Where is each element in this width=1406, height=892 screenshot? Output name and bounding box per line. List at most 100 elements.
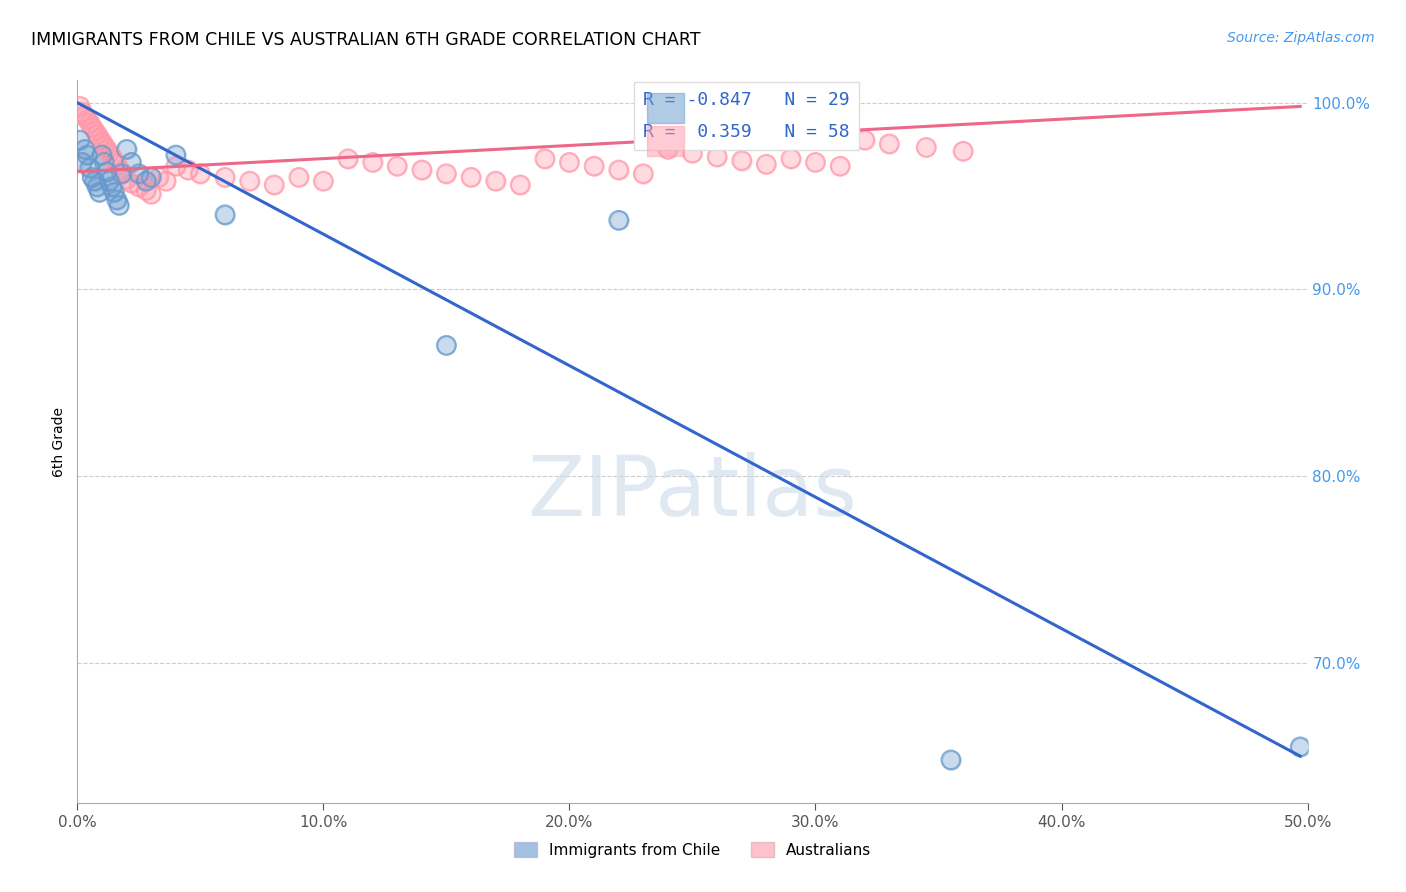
Point: [101, 179, 124, 194]
Point: [83, 174, 105, 188]
Point: [755, 157, 778, 171]
Point: [89, 131, 111, 145]
Point: [337, 152, 360, 166]
Point: [361, 155, 384, 169]
Point: [155, 174, 177, 188]
Point: [239, 174, 262, 188]
Point: [165, 148, 187, 162]
Point: [682, 146, 704, 161]
Point: [633, 167, 655, 181]
Point: [780, 152, 803, 166]
Point: [436, 338, 458, 352]
Point: [83, 174, 105, 188]
Point: [86, 179, 108, 194]
Point: [103, 186, 125, 200]
Point: [70, 155, 93, 169]
Point: [1289, 739, 1312, 754]
Point: [155, 174, 177, 188]
Point: [98, 146, 121, 161]
Point: [607, 213, 630, 227]
Point: [263, 178, 285, 192]
Point: [105, 193, 128, 207]
Point: [79, 161, 101, 175]
Point: [101, 179, 124, 194]
Point: [93, 155, 115, 169]
Text: IMMIGRANTS FROM CHILE VS AUSTRALIAN 6TH GRADE CORRELATION CHART: IMMIGRANTS FROM CHILE VS AUSTRALIAN 6TH …: [31, 31, 700, 49]
Point: [103, 153, 125, 168]
Point: [915, 140, 938, 154]
Y-axis label: 6th Grade: 6th Grade: [52, 407, 66, 476]
Point: [534, 152, 557, 166]
Point: [879, 136, 901, 151]
Point: [485, 174, 508, 188]
Point: [165, 148, 187, 162]
Point: [312, 174, 335, 188]
Point: [121, 176, 143, 190]
Point: [1289, 739, 1312, 754]
Point: [90, 135, 114, 149]
Point: [607, 213, 630, 227]
Point: [83, 124, 105, 138]
Point: [141, 187, 163, 202]
Point: [93, 138, 115, 153]
Text: Source: ZipAtlas.com: Source: ZipAtlas.com: [1227, 31, 1375, 45]
Point: [89, 186, 111, 200]
Point: [70, 155, 93, 169]
Point: [804, 126, 827, 140]
Point: [111, 165, 132, 179]
Point: [96, 165, 118, 179]
Point: [93, 138, 115, 153]
Point: [121, 155, 143, 169]
Point: [73, 142, 96, 156]
Point: [558, 155, 581, 169]
Point: [76, 148, 98, 162]
Point: [76, 112, 98, 127]
Point: [105, 193, 128, 207]
Point: [128, 179, 150, 194]
Point: [436, 167, 458, 181]
Point: [90, 148, 114, 162]
Point: [633, 167, 655, 181]
Point: [804, 126, 827, 140]
FancyBboxPatch shape: [647, 93, 683, 123]
Point: [86, 179, 108, 194]
Point: [436, 338, 458, 352]
Point: [830, 159, 852, 173]
Point: [79, 116, 101, 130]
Text: ZIPatlas: ZIPatlas: [527, 451, 858, 533]
Point: [73, 142, 96, 156]
FancyBboxPatch shape: [647, 126, 683, 156]
Point: [731, 153, 754, 168]
Point: [485, 174, 508, 188]
Point: [148, 170, 170, 185]
Point: [121, 155, 143, 169]
Point: [76, 112, 98, 127]
Point: [853, 133, 876, 147]
Point: [93, 155, 115, 169]
Point: [69, 99, 91, 113]
Point: [509, 178, 531, 192]
Point: [657, 142, 679, 156]
Point: [135, 183, 157, 197]
Point: [101, 150, 124, 164]
Point: [90, 148, 114, 162]
Point: [105, 157, 128, 171]
Point: [177, 162, 200, 177]
Point: [69, 133, 91, 147]
Point: [558, 155, 581, 169]
Point: [657, 142, 679, 156]
Point: [111, 167, 132, 181]
Point: [128, 167, 150, 181]
Point: [148, 170, 170, 185]
Point: [165, 159, 187, 173]
Point: [135, 183, 157, 197]
Point: [239, 174, 262, 188]
Point: [436, 167, 458, 181]
Point: [312, 174, 335, 188]
Point: [135, 174, 157, 188]
Point: [141, 170, 163, 185]
Point: [385, 159, 409, 173]
Point: [82, 120, 104, 134]
Point: [98, 146, 121, 161]
Point: [682, 146, 704, 161]
